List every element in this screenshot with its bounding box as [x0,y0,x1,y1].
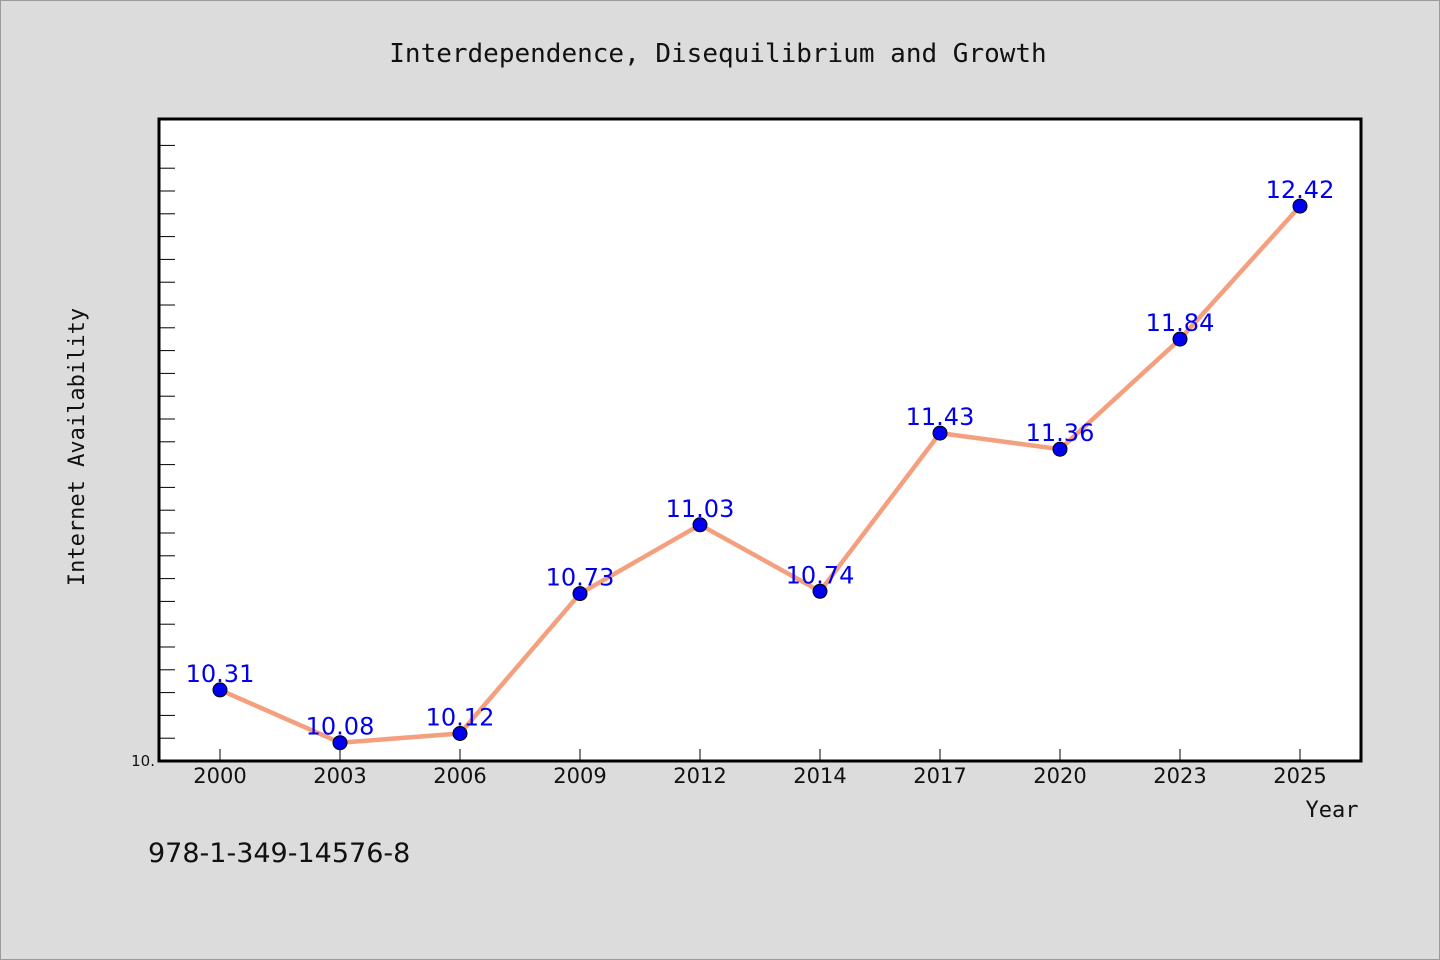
data-point [212,682,228,698]
data-point [692,517,708,533]
y-tick-label: 10. [131,752,155,770]
y-axis-ticks: 10. [131,144,175,770]
data-point [932,425,948,441]
x-axis-label: Year [1306,798,1359,823]
data-point [452,726,468,741]
isbn-footer: 978-1-349-14576-8 [148,838,410,869]
series-layer [212,198,1308,751]
x-tick-label: 2014 [793,764,846,788]
data-label: 11.36 [1026,419,1095,447]
series-line [219,204,1302,745]
plot-area [157,117,1363,763]
data-point [1052,441,1068,457]
data-point [572,586,588,602]
x-tick-label: 2017 [913,764,966,788]
x-tick-label: 2023 [1153,764,1206,788]
data-label: 11.43 [906,403,975,431]
data-label: 10.74 [786,561,855,589]
x-tick-label: 2012 [673,764,726,788]
x-tick-label: 2000 [193,764,246,788]
data-label: 10.31 [186,660,255,688]
data-point [1172,331,1188,347]
data-point [812,583,828,599]
x-tick-label: 2009 [553,764,606,788]
chart-title: Interdependence, Disequilibrium and Grow… [389,39,1046,69]
x-tick-label: 2006 [433,764,486,788]
x-tick-label: 2020 [1033,764,1086,788]
x-tick-label: 2003 [313,764,366,788]
data-label-layer: 10.31 10.08 10.12 10.73 11.03 10.74 11.43 11.36… [186,176,1335,741]
data-label: 10.08 [306,713,375,741]
data-label: 11.84 [1146,309,1215,337]
x-axis-ticks: 2000 2003 2006 2009 2012 2014 2017 2020 2023 2025 [193,749,1327,788]
data-label: 12.42 [1266,176,1335,204]
data-point [332,735,348,751]
x-tick-label: 2025 [1273,764,1326,788]
data-point [1292,198,1308,214]
y-axis-label: Internet Availability [65,308,90,586]
data-label: 11.03 [666,495,735,523]
data-label: 10.12 [426,704,495,732]
data-label: 10.73 [546,564,615,592]
